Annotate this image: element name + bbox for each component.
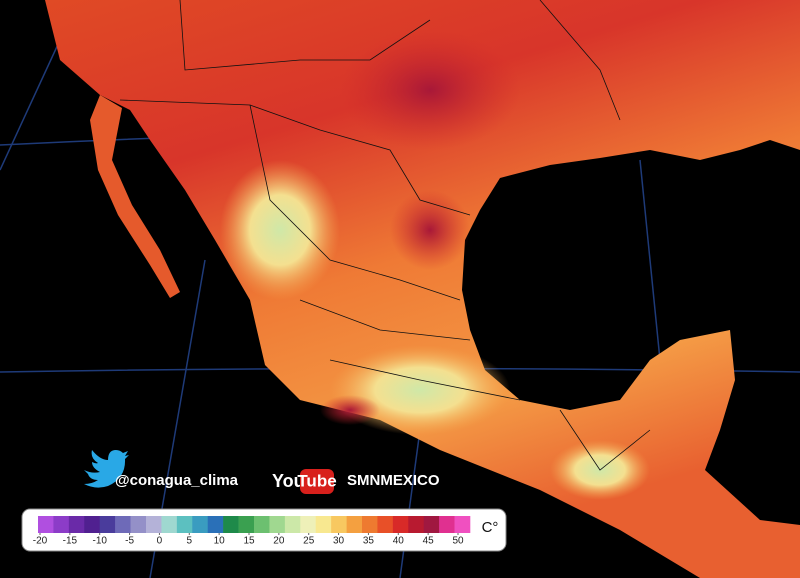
colorbar-tick-label: 0 <box>157 536 163 547</box>
colorbar-tick-label: -15 <box>63 536 78 547</box>
twitter-icon <box>84 450 129 488</box>
colorbar-swatch <box>315 516 332 533</box>
youtube-box <box>300 469 334 494</box>
colorbar-swatch <box>99 516 116 533</box>
colorbar-swatch <box>238 516 255 533</box>
colorbar-swatch <box>115 516 131 533</box>
colorbar-swatch <box>392 516 409 533</box>
colorbar-swatch <box>207 516 224 533</box>
colorbar-swatch <box>192 516 209 533</box>
colorbar-tick-label: -10 <box>92 536 107 547</box>
colorbar-swatch <box>161 516 178 533</box>
hot-tamaulipas <box>390 190 470 270</box>
colorbar-tick-label: 10 <box>214 536 226 547</box>
colorbar-swatch <box>346 516 363 533</box>
colorbar-swatch <box>38 516 54 533</box>
land-mainland <box>45 0 800 578</box>
colorbar-swatch <box>439 516 455 533</box>
channel-name: SMNMEXICO <box>347 472 440 489</box>
colorbar-swatch <box>331 516 347 533</box>
cool-sierra <box>220 160 340 300</box>
colorbar-tick-label: 30 <box>333 536 345 547</box>
colorbar-swatch <box>84 516 101 533</box>
colorbar: -20 -15 -10 -5 0 5 10 15 20 25 30 35 40 45 50 <box>33 516 471 547</box>
colorbar-swatch <box>377 516 394 533</box>
colorbar-swatch <box>269 516 286 533</box>
colorbar-tick-label: 45 <box>423 536 435 547</box>
colorbar-swatch <box>362 516 378 533</box>
colorbar-swatch <box>68 516 85 533</box>
colorbar-swatch <box>423 516 440 533</box>
colorbar-swatch <box>408 516 425 533</box>
colorbar-tick-label: 20 <box>273 536 285 547</box>
hot-balsas <box>320 395 380 425</box>
youtube-tube: Tube <box>297 471 336 490</box>
colorbar-swatch <box>454 516 471 533</box>
colorbar-tick-label: 50 <box>452 536 464 547</box>
youtube-you: You <box>272 471 305 491</box>
colorbar-tick-label: 5 <box>187 536 193 547</box>
land-baja <box>90 95 180 298</box>
twitter-handle: @conagua_clima <box>115 472 239 489</box>
borders <box>119 0 651 471</box>
hot-texas <box>340 30 520 150</box>
colorbar-swatch <box>284 516 301 533</box>
colorbar-tick-label: 25 <box>303 536 315 547</box>
colorbar-swatch <box>130 516 147 533</box>
colorbar-swatch <box>146 516 162 533</box>
colorbar-swatch <box>53 516 70 533</box>
colorbar-swatch <box>223 516 239 533</box>
colorbar-unit: C° <box>482 519 499 536</box>
colorbar-swatch <box>176 516 193 533</box>
colorbar-swatch <box>300 516 317 533</box>
colorbar-tick-label: -5 <box>125 536 134 547</box>
colorbar-tick-label: 15 <box>243 536 255 547</box>
colorbar-tick-label: 40 <box>393 536 405 547</box>
colorbar-swatch <box>254 516 270 533</box>
colorbar-tick-label: 35 <box>363 536 375 547</box>
colorbar-tick-label: -20 <box>33 536 48 547</box>
